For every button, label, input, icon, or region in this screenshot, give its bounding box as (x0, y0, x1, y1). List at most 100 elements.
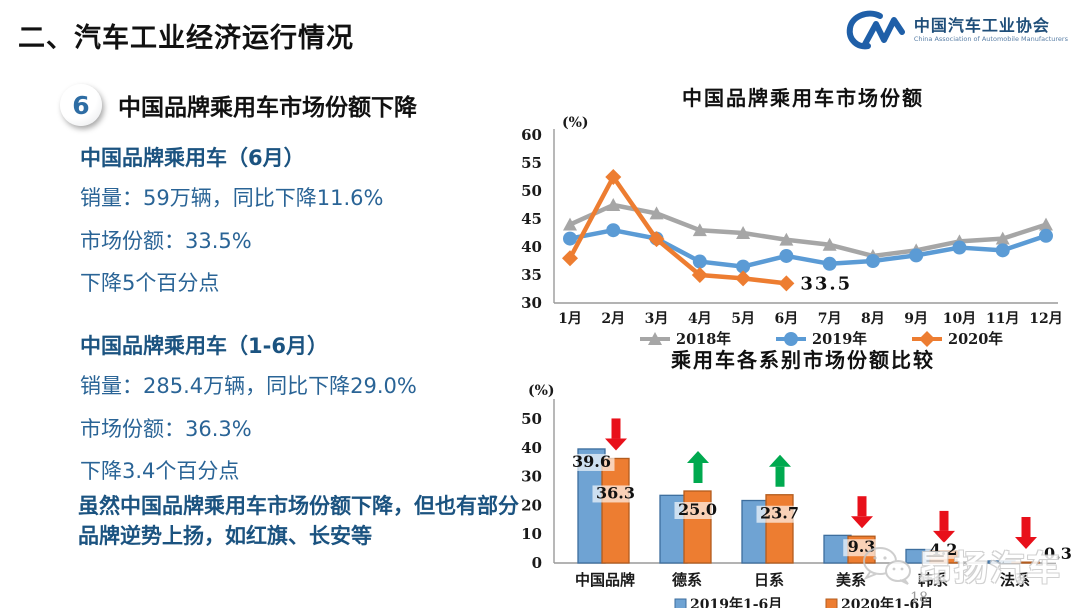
info-block-h1: 中国品牌乘用车（1-6月） 销量：285.4万辆，同比下降29.0% 市场份额：… (80, 330, 510, 498)
bar-group-德系: 25.0 德系 (659, 451, 721, 589)
marker-triangle (1039, 217, 1053, 231)
svg-text:30: 30 (521, 468, 542, 486)
section-title: 二、汽车工业经济运行情况 (18, 23, 354, 54)
bar-value-label: 25.0 (678, 500, 717, 519)
point-heading: 中国品牌乘用车市场份额下降 (118, 95, 417, 121)
svg-text:2019年1-6月: 2019年1-6月 (690, 596, 782, 608)
svg-text:45: 45 (521, 210, 542, 228)
caam-logo-en: China Association of Automobile Manufact… (913, 35, 1068, 44)
bar-group-日系: 23.7 日系 (741, 454, 803, 589)
info-line-share: 市场份额：33.5% (80, 228, 252, 253)
line-annotation: 33.5 (800, 273, 852, 294)
bar-group-美系: 9.3美系 (823, 496, 880, 589)
trend-arrow-down (851, 496, 873, 529)
bar-chart-svg: 0 10 20 30 40 50 (%) 39.6 36.3 中国品牌 25.0 德系 23.7 日系 9.… (521, 383, 1079, 608)
marker-circle (692, 254, 707, 269)
svg-text:1月: 1月 (558, 311, 582, 327)
line-chart-title: 中国品牌乘用车市场份额 (682, 86, 924, 110)
bar-group-韩系: 4.2 韩系 (905, 510, 962, 589)
marker-circle (822, 256, 837, 271)
note-text: 虽然中国品牌乘用车市场份额下降，但也有部分品牌逆势上扬，如红旗、长安等 (78, 494, 519, 548)
marker-triangle (822, 237, 837, 251)
marker-diamond (605, 169, 622, 185)
info-line-drop-h1: 下降3.4个百分点 (80, 459, 240, 484)
svg-text:40: 40 (521, 439, 542, 457)
svg-text:9月: 9月 (904, 311, 928, 327)
svg-text:2020年1-6月: 2020年1-6月 (841, 596, 933, 608)
bar-group-法系: 0.3 法系 (987, 517, 1079, 589)
trend-arrow-up (687, 451, 709, 483)
svg-text:(%): (%) (528, 383, 555, 399)
svg-text:2020年: 2020年 (948, 330, 1003, 348)
svg-text:50: 50 (521, 410, 542, 428)
svg-text:10月: 10月 (943, 311, 976, 327)
caam-logo-cn: 中国汽车工业协会 (913, 15, 1050, 35)
svg-text:10: 10 (521, 525, 542, 543)
svg-text:30: 30 (521, 294, 542, 312)
info-title-june: 中国品牌乘用车（6月） (80, 146, 305, 170)
marker-diamond (778, 275, 795, 292)
marker-circle (909, 248, 924, 263)
info-line-sales-h1: 销量：285.4万辆，同比下降29.0% (80, 374, 417, 398)
bar-category-label: 中国品牌 (575, 571, 635, 589)
svg-text:60: 60 (521, 126, 542, 144)
bar-category-label: 法系 (1000, 571, 1030, 589)
svg-text:11月: 11月 (986, 311, 1019, 327)
watermark-text: 昂扬汽车 (918, 549, 1062, 589)
bar-value-label: 4.2 (930, 540, 958, 559)
marker-diamond (648, 231, 665, 248)
marker-triangle (995, 231, 1010, 245)
bar-value-label: 39.6 (572, 452, 611, 471)
marker-triangle (736, 226, 751, 239)
series-2019年 (563, 223, 1053, 274)
info-line-drop: 下降5个百分点 (80, 271, 220, 296)
caam-logo: 中国汽车工业协会 China Association of Automobile… (842, 8, 1068, 52)
page-number: 18 (910, 590, 928, 606)
trend-arrow-down (933, 510, 955, 543)
bar-chart-legend: 2019年1-6月 2020年1-6月 (674, 596, 933, 608)
line-chart: 中国品牌乘用车市场份额 30 35 40 45 50 55 60 (%) 1月 2月 3月 4月 5月 6… (490, 82, 1076, 348)
bar-category-label: 韩系 (918, 571, 948, 589)
series-2020年 (562, 169, 795, 292)
axes: 0 10 20 30 40 50 (%) (521, 383, 1056, 572)
bar-category-label: 德系 (672, 571, 702, 589)
bar-value-label: 0.3 (1044, 544, 1072, 563)
svg-text:35: 35 (521, 266, 542, 284)
caam-logo-icon (846, 10, 905, 50)
info-block-june: 中国品牌乘用车（6月） 销量：59万辆，同比下降11.6% 市场份额：33.5%… (80, 142, 510, 310)
marker-diamond (562, 250, 578, 267)
watermark: 昂扬汽车 (860, 541, 1062, 590)
marker-diamond (691, 267, 708, 283)
marker-triangle (606, 198, 621, 211)
line-chart-legend: 2018年 2019年 2020年 (640, 330, 1003, 348)
bar-category-label: 日系 (754, 571, 784, 589)
svg-text:7月: 7月 (818, 311, 842, 327)
marker-circle (865, 254, 880, 268)
marker-circle (736, 259, 751, 274)
svg-text:6月: 6月 (774, 311, 798, 327)
point-header: 6 中国品牌乘用车市场份额下降 (60, 84, 417, 126)
marker-circle (779, 248, 794, 263)
svg-text:40: 40 (521, 238, 542, 256)
marker-triangle (563, 217, 577, 231)
marker-triangle (648, 332, 662, 345)
bar-chart: 乘用车各系别市场份额比较 0 10 20 30 40 50 (%) 39.6 36.3 中国品牌 2… (490, 344, 1079, 608)
marker-circle (784, 332, 798, 346)
svg-text:8月: 8月 (861, 311, 885, 327)
info-title-h1: 中国品牌乘用车（1-6月） (80, 334, 328, 358)
svg-text:(%): (%) (562, 115, 589, 131)
svg-text:20: 20 (521, 496, 542, 514)
line-chart-svg: 30 35 40 45 50 55 60 (%) 1月 2月 3月 4月 5月 6月 7月 8月 9月 10月 11… (521, 115, 1063, 348)
marker-triangle (692, 223, 707, 237)
marker-circle (952, 240, 967, 255)
bar-value-label: 23.7 (760, 504, 799, 523)
info-line-share-h1: 市场份额：36.3% (80, 416, 252, 441)
wechat-icon (863, 546, 911, 585)
svg-text:55: 55 (521, 154, 542, 172)
svg-text:2019年: 2019年 (812, 330, 867, 348)
bar-group-中国品牌: 39.6 36.3 中国品牌 (568, 418, 639, 589)
svg-text:2月: 2月 (601, 311, 625, 327)
marker-diamond (919, 331, 935, 347)
info-line-sales: 销量：59万辆，同比下降11.6% (80, 186, 384, 210)
